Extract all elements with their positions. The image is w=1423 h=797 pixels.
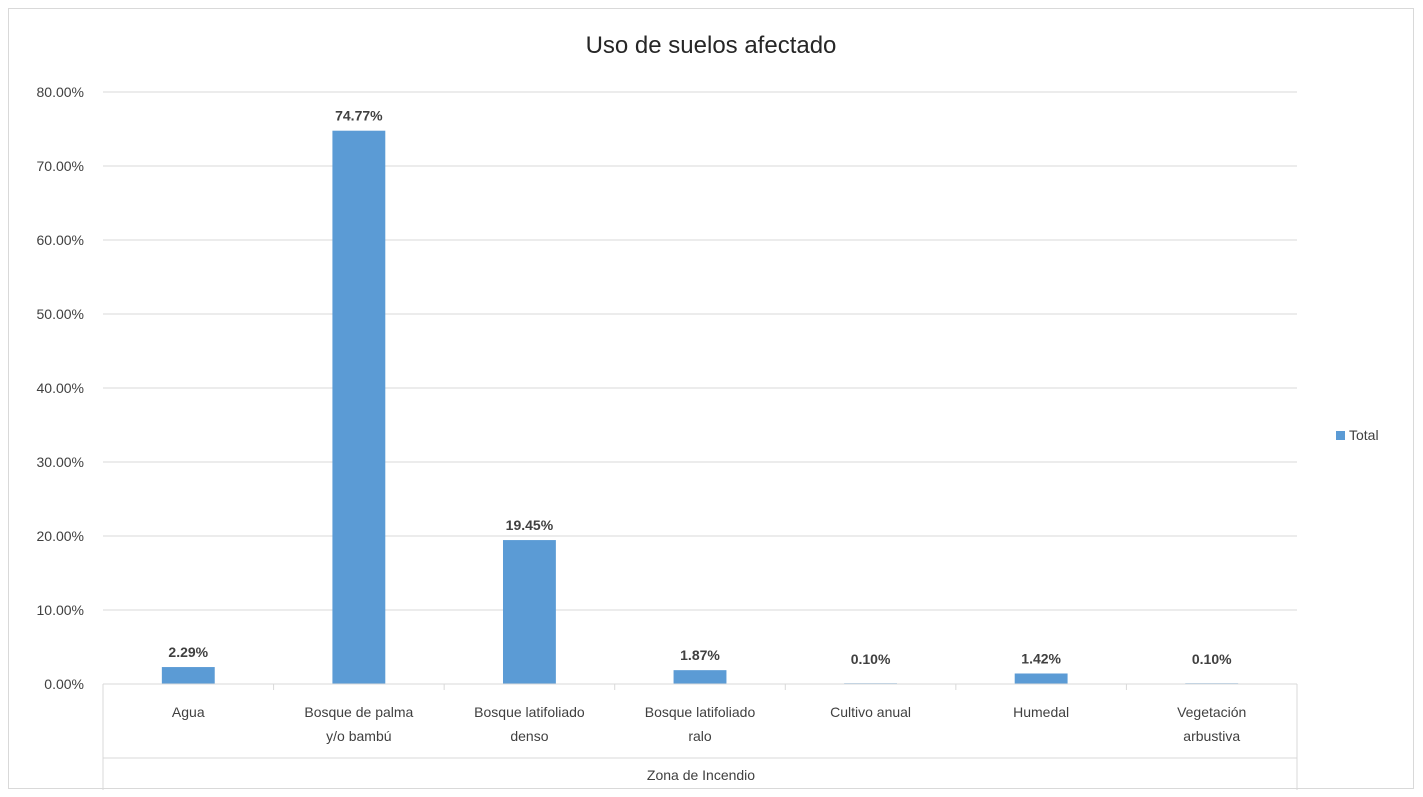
data-label: 1.87%	[680, 647, 720, 663]
y-tick-label: 80.00%	[37, 84, 84, 100]
x-tick-label: denso	[510, 728, 548, 744]
bar	[1014, 673, 1068, 684]
y-tick-label: 10.00%	[37, 602, 84, 618]
x-tick-label: Bosque latifoliado	[645, 704, 756, 720]
y-tick-label: 70.00%	[37, 158, 84, 174]
data-label: 2.29%	[168, 644, 208, 660]
x-axis-title: Zona de Incendio	[647, 767, 755, 783]
x-axis: Agua Bosque de palma y/o bambú Bosque latif…	[102, 683, 1298, 790]
x-tick-label: Cultivo anual	[830, 704, 911, 720]
data-labels: 2.29% 74.77% 19.45% 1.87% 0.10% 1.42% 0.10%	[168, 108, 1232, 667]
bar	[332, 130, 386, 684]
y-tick-label: 50.00%	[37, 306, 84, 322]
gridlines	[103, 91, 1297, 685]
x-tick-label: Bosque de palma	[304, 704, 413, 720]
bar	[502, 540, 556, 684]
x-tick-label: Agua	[172, 704, 205, 720]
data-label: 74.77%	[335, 108, 383, 124]
chart-frame	[8, 8, 1414, 789]
x-tick-label: y/o bambú	[326, 728, 391, 744]
y-tick-label: 60.00%	[37, 232, 84, 248]
legend-label-total: Total	[1349, 427, 1379, 443]
x-tick-label: Humedal	[1013, 704, 1069, 720]
y-tick-label: 30.00%	[37, 454, 84, 470]
chart-title: Uso de suelos afectado	[586, 32, 837, 59]
y-tick-label: 40.00%	[37, 380, 84, 396]
y-tick-label: 0.00%	[44, 676, 84, 692]
bar	[161, 667, 215, 684]
legend-swatch-total	[1336, 431, 1345, 440]
x-tick-label: Bosque latifoliado	[474, 704, 585, 720]
bars	[161, 130, 1239, 684]
x-tick-label: arbustiva	[1183, 728, 1240, 744]
y-tick-label: 20.00%	[37, 528, 84, 544]
legend: Total	[1336, 427, 1379, 443]
bar	[673, 670, 727, 684]
y-axis-ticks: 0.00% 10.00% 20.00% 30.00% 40.00% 50.00% 60.00…	[37, 84, 84, 692]
x-tick-label: ralo	[688, 728, 712, 744]
data-label: 1.42%	[1021, 650, 1061, 666]
x-tick-label: Vegetación	[1177, 704, 1246, 720]
data-label: 0.10%	[1192, 651, 1232, 667]
data-label: 0.10%	[851, 651, 891, 667]
data-label: 19.45%	[506, 517, 554, 533]
